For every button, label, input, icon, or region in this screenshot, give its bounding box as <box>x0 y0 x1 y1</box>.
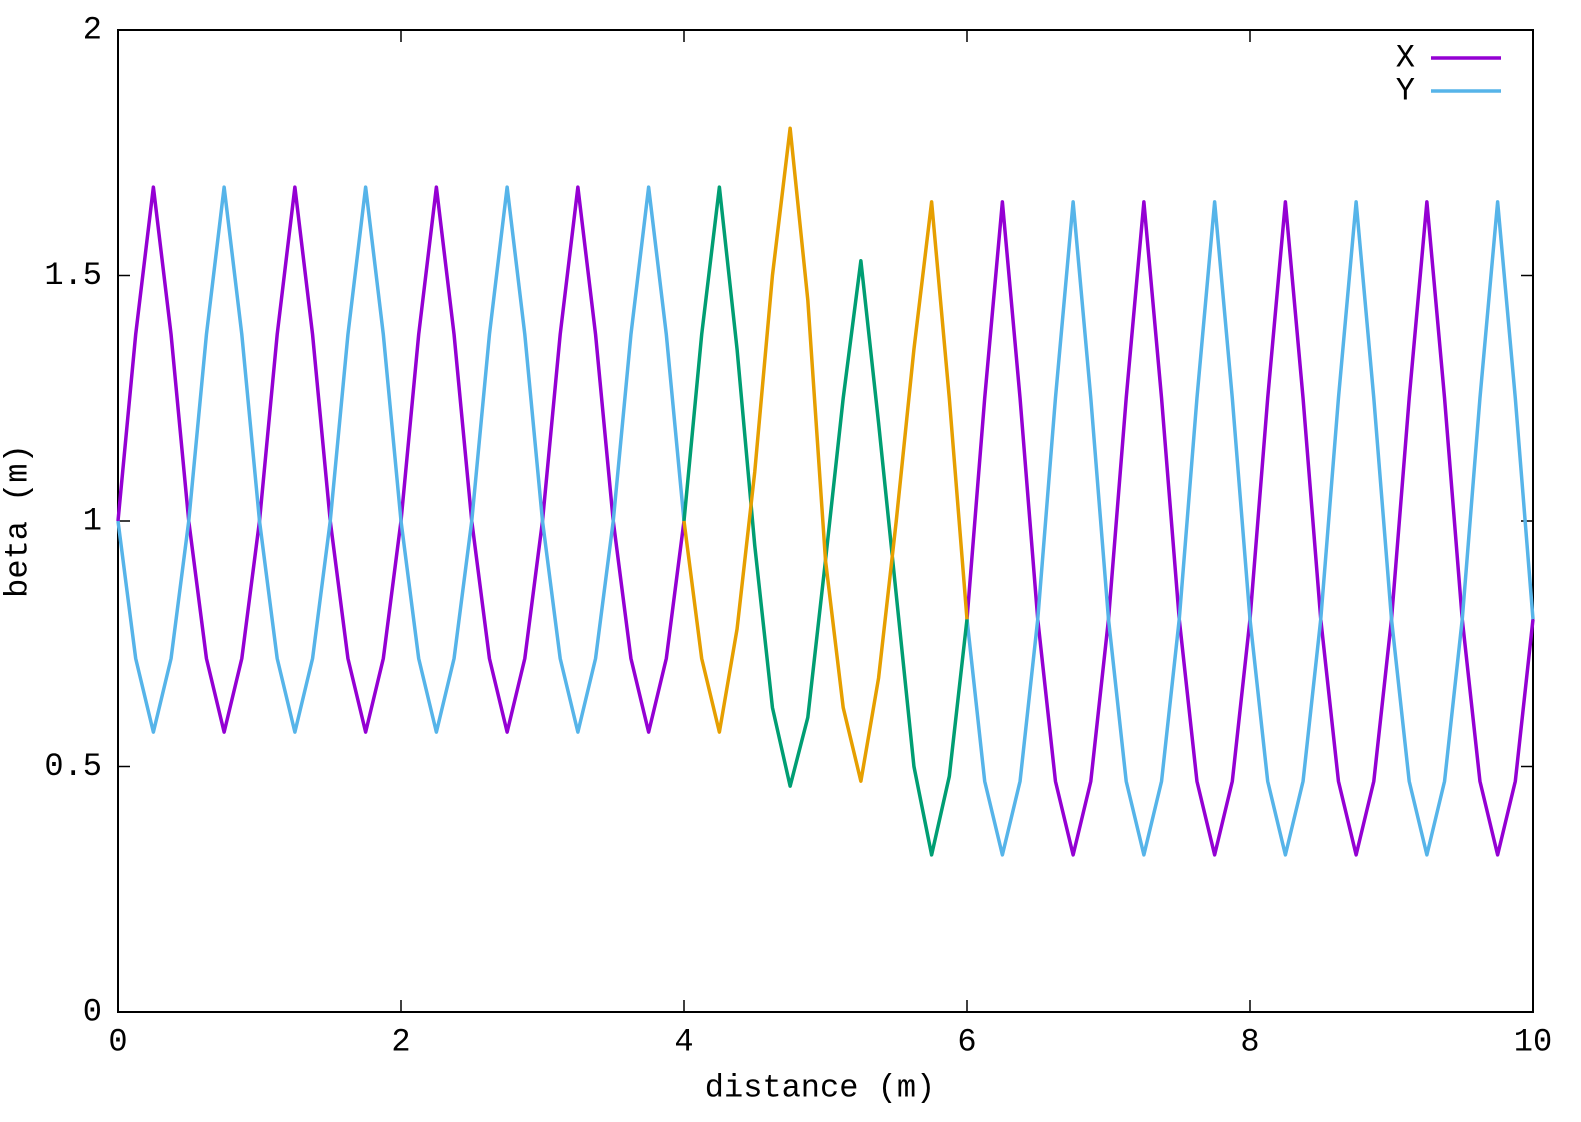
y-tick-label: 1.5 <box>44 257 102 294</box>
x-tick-label: 2 <box>391 1023 410 1060</box>
series-line <box>682 185 969 857</box>
x-tick-label: 4 <box>674 1023 693 1060</box>
x-axis-label: distance (m) <box>705 1069 935 1106</box>
y-tick-label: 0 <box>83 993 102 1030</box>
series-line <box>682 126 969 783</box>
legend-label: X <box>1396 39 1415 76</box>
legend-label: Y <box>1396 72 1415 109</box>
x-tick-label: 8 <box>1240 1023 1259 1060</box>
x-tick-label: 6 <box>957 1023 976 1060</box>
y-tick-label: 0.5 <box>44 748 102 785</box>
y-tick-label: 1 <box>83 502 102 539</box>
x-tick-label: 10 <box>1514 1023 1552 1060</box>
y-tick-label: 2 <box>83 11 102 48</box>
y-axis-label: beta (m) <box>0 444 36 598</box>
series-line <box>116 185 1535 857</box>
x-tick-label: 0 <box>108 1023 127 1060</box>
